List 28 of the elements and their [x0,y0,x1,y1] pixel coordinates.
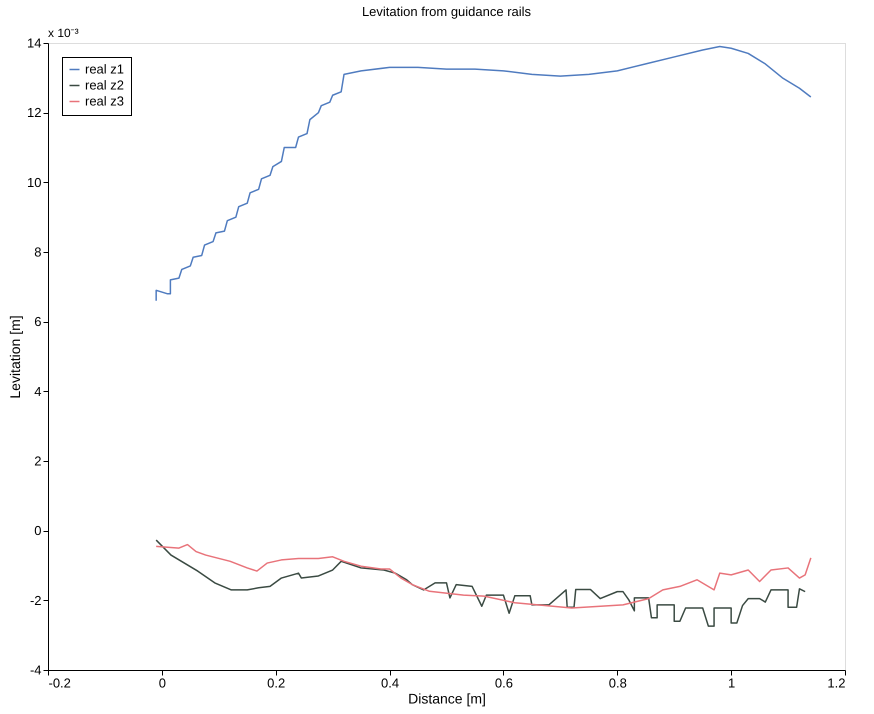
legend-label: real z1 [85,62,124,76]
x-tick-label: 1.2 [827,676,846,690]
y-tick-label: 4 [34,384,42,399]
x-tick-label: 0 [158,676,166,690]
x-tick-label: 0.6 [494,676,513,690]
legend-label: real z3 [85,94,124,108]
x-tick-label: 1 [728,676,736,690]
y-tick-label: -2 [30,592,42,608]
x-tick-label: 0.2 [267,676,286,690]
y-axis-title: Levitation [m] [7,315,24,399]
chart-title: Levitation from guidance rails [362,4,532,19]
y-tick-label: -4 [30,662,42,678]
x-tick-label: -0.2 [48,676,71,690]
y-tick-label: 6 [34,314,42,330]
text: x 10⁻³ [48,26,79,40]
x-tick-label: 0.4 [381,676,400,690]
y-tick-label: 12 [27,105,42,120]
y-tick-label: 14 [27,36,42,50]
x-axis-title: Distance [m] [408,690,486,706]
y-tick-label: 0 [34,523,42,538]
y-tick-label: 2 [34,454,42,468]
line-series [155,544,812,609]
legend-label: real z2 [85,78,124,92]
line-series [155,539,806,627]
line-series [155,46,812,302]
y-tick-label: 10 [27,174,42,190]
y-tick-label: 8 [34,244,42,260]
x-tick-label: 0.8 [608,676,627,690]
